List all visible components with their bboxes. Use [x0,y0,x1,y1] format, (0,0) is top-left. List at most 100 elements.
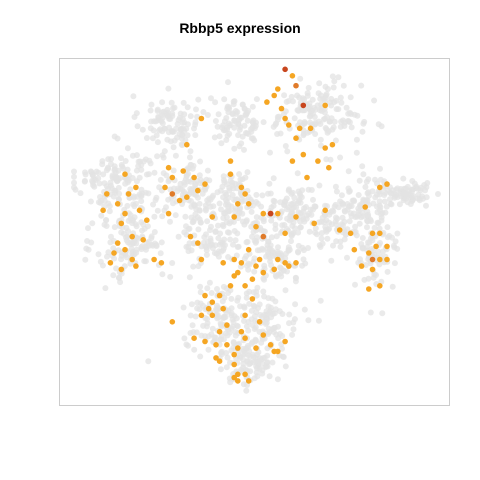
expressing-cell-point [129,256,135,263]
background-cell-point [217,366,224,373]
background-cell-point [335,106,342,113]
background-cell-point [214,189,221,196]
background-cell-point [356,177,363,184]
expressing-cell-point [216,328,223,335]
background-cell-point [301,119,308,125]
background-cell-point [346,188,353,194]
background-cell-point [220,194,227,201]
background-cell-point [111,133,118,140]
expressing-cell-point [282,230,288,237]
background-cell-point [357,256,363,263]
background-cell-point [279,222,286,229]
background-cell-point [270,175,277,182]
background-cell-point [415,191,422,198]
background-cell-point [223,115,230,121]
background-cell-point [326,211,333,218]
background-cells-layer [71,73,441,394]
background-cell-point [243,262,250,269]
background-cell-point [96,180,103,187]
background-cell-point [286,186,292,193]
expressing-cell-point [384,243,390,250]
background-cell-point [289,331,296,338]
background-cell-point [239,176,246,183]
background-cell-point [189,219,196,226]
background-cell-point [290,219,297,226]
background-cell-point [374,209,381,216]
background-cell-point [246,300,253,307]
background-cell-point [165,85,172,92]
expressing-cell-point [369,266,376,273]
expressing-cell-point [231,214,237,220]
background-cell-point [235,243,242,250]
background-cell-point [286,320,292,327]
background-cell-point [358,82,365,89]
background-cell-point [268,234,275,241]
background-cell-point [118,155,124,162]
background-cell-point [154,153,161,160]
background-cell-point [217,320,224,327]
background-cell-point [180,99,187,106]
background-cell-point [327,156,334,163]
background-cell-point [202,333,209,340]
background-cell-point [242,366,249,373]
background-cell-point [197,289,204,296]
background-cell-point [190,263,197,270]
background-cell-point [283,98,290,105]
expressing-cell-point [336,227,343,233]
background-cell-point [193,106,199,113]
background-cell-point [95,169,102,176]
background-cell-point [156,127,163,134]
expressing-cell-point [351,246,358,253]
background-cell-point [196,200,203,207]
expressing-cell-point [377,283,383,289]
expressing-cell-point [286,263,292,269]
background-cell-point [220,223,227,230]
background-cell-point [207,196,214,203]
background-cell-point [251,125,258,132]
background-cell-point [261,354,268,361]
background-cell-point [116,275,123,281]
expressing-cell-point [347,230,354,237]
background-cell-point [83,245,90,252]
background-cell-point [108,185,115,192]
background-cell-point [241,303,248,310]
background-cell-point [376,198,383,205]
background-cell-point [195,226,202,233]
expressing-cell-point [384,256,390,263]
background-cell-point [275,271,282,278]
background-cell-point [335,74,342,81]
background-cell-point [341,236,348,243]
background-cell-point [129,175,136,181]
background-cell-point [208,290,215,296]
expressing-high-cell-point [282,66,288,73]
background-cell-point [129,220,136,227]
background-cell-point [170,144,177,151]
background-cell-point [253,191,260,198]
background-cell-point [291,115,298,122]
background-cell-point [160,154,167,161]
background-cell-point [138,166,145,173]
background-cell-point [372,194,379,201]
background-cell-point [359,163,366,170]
background-cell-point [106,208,113,215]
background-cell-point [387,200,394,207]
expressing-cell-point [227,283,234,289]
expressing-cell-point [209,214,216,220]
background-cell-point [284,206,290,213]
background-cell-point [248,307,255,314]
expressing-cell-point [165,210,172,217]
background-cell-point [250,302,257,309]
background-cell-point [167,218,173,225]
background-cell-point [232,237,239,244]
background-cell-point [134,123,141,130]
background-cell-point [202,207,209,214]
background-cell-point [204,218,211,225]
background-cell-point [206,279,213,286]
background-cell-point [318,235,325,242]
background-cell-point [288,238,294,245]
background-cell-point [379,248,386,255]
background-cell-point [365,275,372,282]
background-cell-point [224,132,231,139]
expressing-cell-point [286,122,292,128]
background-cell-point [401,190,408,197]
